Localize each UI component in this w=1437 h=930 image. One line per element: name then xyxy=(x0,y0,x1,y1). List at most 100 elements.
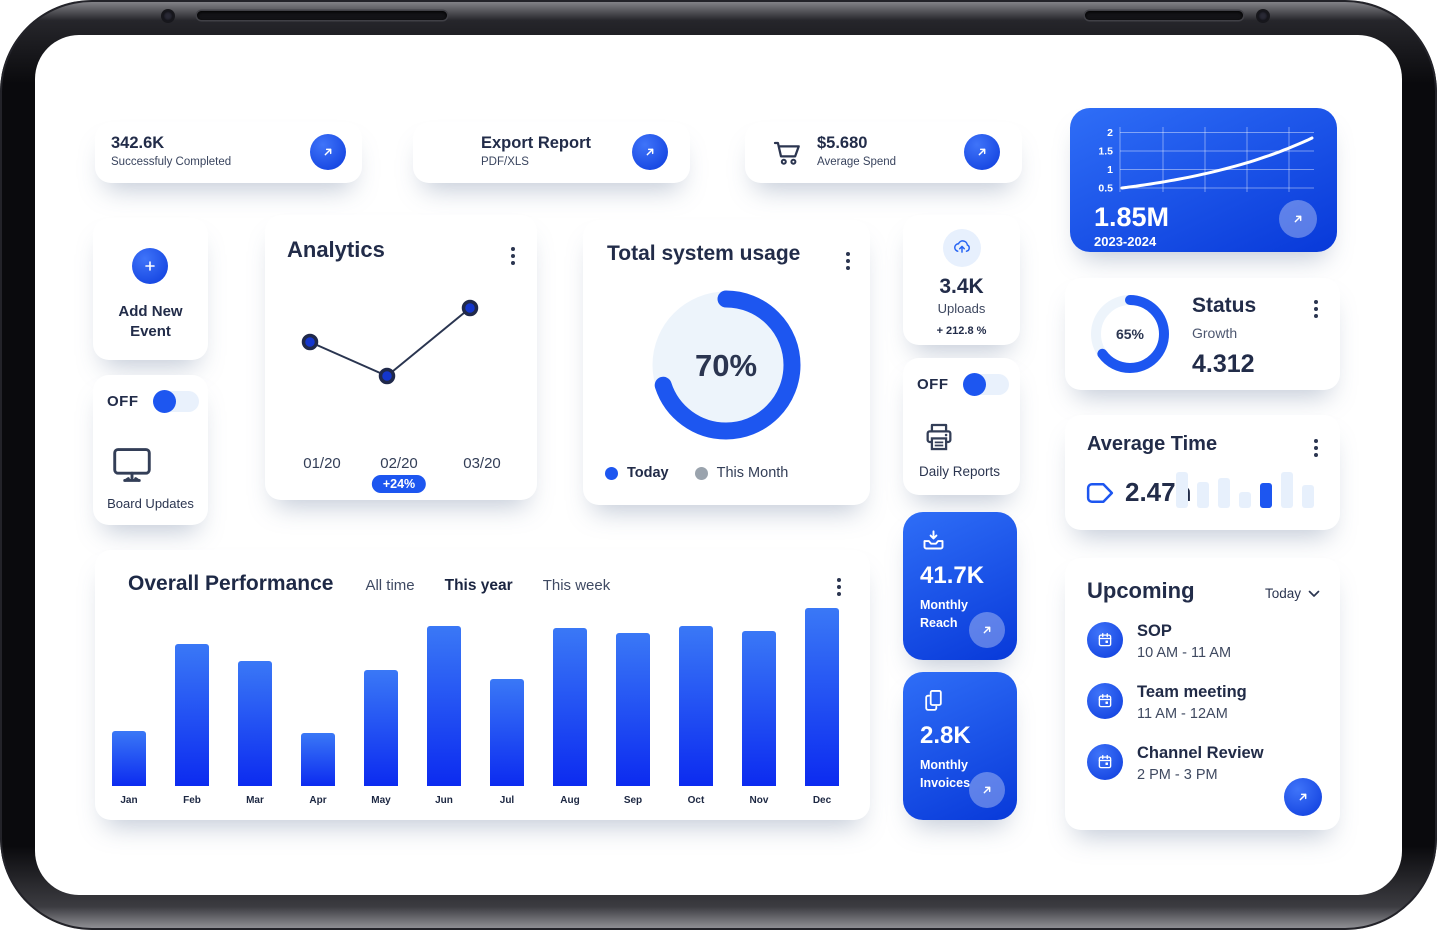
add-event-button[interactable] xyxy=(132,248,168,284)
daily-toggle-label: OFF xyxy=(917,376,949,393)
filter-this-week[interactable]: This week xyxy=(542,577,611,594)
analytics-card: Analytics 01/20 02/20 03/20 +24% xyxy=(265,215,537,500)
invoices-label: Monthly Invoices xyxy=(920,758,971,791)
event-time: 10 AM - 11 AM xyxy=(1137,645,1232,661)
uploads-delta: + 212.8 % xyxy=(936,325,987,337)
event-sop[interactable]: SOP 10 AM - 11 AM xyxy=(1087,622,1231,661)
status-donut-chart: 65% xyxy=(1087,291,1173,377)
copy-icon xyxy=(925,690,942,711)
uploads-card: 3.4K Uploads + 212.8 % xyxy=(903,215,1020,345)
analytics-line-chart xyxy=(277,290,517,440)
average-time-title: Average Time xyxy=(1087,433,1218,455)
export-title: Export Report xyxy=(481,134,592,152)
camera-dot-left xyxy=(163,11,173,21)
system-usage-card: Total system usage 70% Today This Month xyxy=(583,220,870,505)
arrow-up-right-icon xyxy=(1299,793,1307,801)
this-month-dot-icon xyxy=(694,466,708,480)
svg-text:1.5: 1.5 xyxy=(1098,146,1113,158)
arrow-up-right-icon xyxy=(978,148,986,156)
arrow-up-right-icon xyxy=(324,148,332,156)
event-time: 2 PM - 3 PM xyxy=(1137,767,1218,783)
export-subtitle: PDF/XLS xyxy=(481,156,529,168)
calendar-icon xyxy=(1087,744,1123,780)
invoices-value: 2.8K xyxy=(920,722,971,749)
performance-bar-mar: Mar xyxy=(237,661,273,806)
board-updates-card: OFF Board Updates xyxy=(93,375,208,525)
analytics-delta-badge: +24% xyxy=(371,475,427,493)
calendar-icon xyxy=(1087,622,1123,658)
revenue-line-chart: 2 1.5 1 0.5 xyxy=(1084,122,1322,204)
svg-text:65%: 65% xyxy=(1116,326,1145,342)
add-event-card[interactable]: Add New Event xyxy=(93,218,208,360)
export-button[interactable] xyxy=(632,134,668,170)
filter-this-year[interactable]: This year xyxy=(444,577,513,594)
cart-icon xyxy=(773,141,800,165)
reach-open-button[interactable] xyxy=(969,612,1005,648)
average-spend-card: $5.680 Average Spend xyxy=(745,122,1022,183)
revenue-trend-card: 2 1.5 1 0.5 1.85M 2023-2024 xyxy=(1070,108,1337,252)
reach-label: Monthly Reach xyxy=(920,598,968,631)
completed-open-button[interactable] xyxy=(310,134,346,170)
usage-menu-button[interactable] xyxy=(842,248,854,274)
svg-text:0.5: 0.5 xyxy=(1098,183,1113,195)
performance-bar-sep: Sep xyxy=(615,633,651,806)
calendar-icon xyxy=(1087,683,1123,719)
svg-text:1: 1 xyxy=(1107,164,1113,176)
performance-bar-chart: Jan Feb Mar Apr May Jun Jul Aug Sep Oct Nov Dec xyxy=(111,608,840,806)
legend-this-month: This Month xyxy=(694,465,788,481)
event-team-meeting[interactable]: Team meeting 11 AM - 12AM xyxy=(1087,683,1247,722)
status-card: 65% Status Growth 4.312 xyxy=(1065,278,1340,390)
invoices-open-button[interactable] xyxy=(969,772,1005,808)
completed-label: Successfuly Completed xyxy=(111,156,232,168)
printer-icon xyxy=(926,423,952,451)
revenue-value: 1.85M xyxy=(1094,202,1170,232)
performance-bar-feb: Feb xyxy=(174,644,210,806)
uploads-value: 3.4K xyxy=(939,275,984,298)
upcoming-range-value: Today xyxy=(1264,586,1301,601)
filter-all-time[interactable]: All time xyxy=(365,577,415,594)
average-time-mini-bars xyxy=(1176,472,1314,508)
performance-bar-aug: Aug xyxy=(552,628,588,806)
monthly-invoices-card: 2.8K Monthly Invoices xyxy=(903,672,1017,820)
spend-open-button[interactable] xyxy=(964,134,1000,170)
daily-reports-toggle[interactable] xyxy=(962,373,1009,396)
average-time-card: Average Time 2.47h xyxy=(1065,415,1340,530)
analytics-xlabel-1: 01/20 xyxy=(303,455,341,472)
status-menu-button[interactable] xyxy=(1310,296,1322,322)
arrow-up-right-icon xyxy=(1294,215,1302,223)
analytics-menu-button[interactable] xyxy=(507,243,519,269)
arrow-up-right-icon xyxy=(646,148,654,156)
analytics-xlabel-2: 02/20 xyxy=(380,455,418,472)
svg-text:70%: 70% xyxy=(695,348,757,383)
average-time-menu-button[interactable] xyxy=(1310,435,1322,461)
performance-bar-dec: Dec xyxy=(804,608,840,806)
event-channel-review[interactable]: Channel Review 2 PM - 3 PM xyxy=(1087,744,1264,783)
speaker-slot-right xyxy=(1085,11,1243,20)
analytics-title: Analytics xyxy=(287,237,385,262)
performance-menu-button[interactable] xyxy=(833,574,845,600)
board-updates-toggle[interactable] xyxy=(152,390,199,413)
overall-performance-card: Overall Performance All time This year T… xyxy=(95,550,870,820)
revenue-open-button[interactable] xyxy=(1279,200,1317,238)
performance-bar-apr: Apr xyxy=(300,733,336,806)
spend-label: Average Spend xyxy=(817,156,897,168)
upcoming-title: Upcoming xyxy=(1087,578,1195,603)
revenue-period: 2023-2024 xyxy=(1094,234,1157,249)
arrow-up-right-icon xyxy=(983,626,991,634)
inbox-tray-icon xyxy=(923,530,944,550)
upcoming-range-dropdown[interactable]: Today xyxy=(1265,586,1320,601)
completed-stat-card: 342.6K Successfuly Completed xyxy=(95,122,362,183)
tag-icon xyxy=(1086,483,1114,503)
add-event-label: Add New Event xyxy=(118,303,183,340)
uploads-label: Uploads xyxy=(937,301,986,316)
performance-bar-nov: Nov xyxy=(741,631,777,806)
upcoming-open-button[interactable] xyxy=(1284,778,1322,816)
monitor-icon xyxy=(113,448,151,482)
analytics-xlabel-3: 03/20 xyxy=(463,455,501,472)
plus-icon xyxy=(145,261,155,271)
today-dot-icon xyxy=(605,466,618,480)
board-toggle-label: OFF xyxy=(107,393,139,410)
performance-bar-jun: Jun xyxy=(426,626,462,806)
status-title: Status xyxy=(1192,294,1257,317)
event-name: Channel Review xyxy=(1137,744,1264,762)
